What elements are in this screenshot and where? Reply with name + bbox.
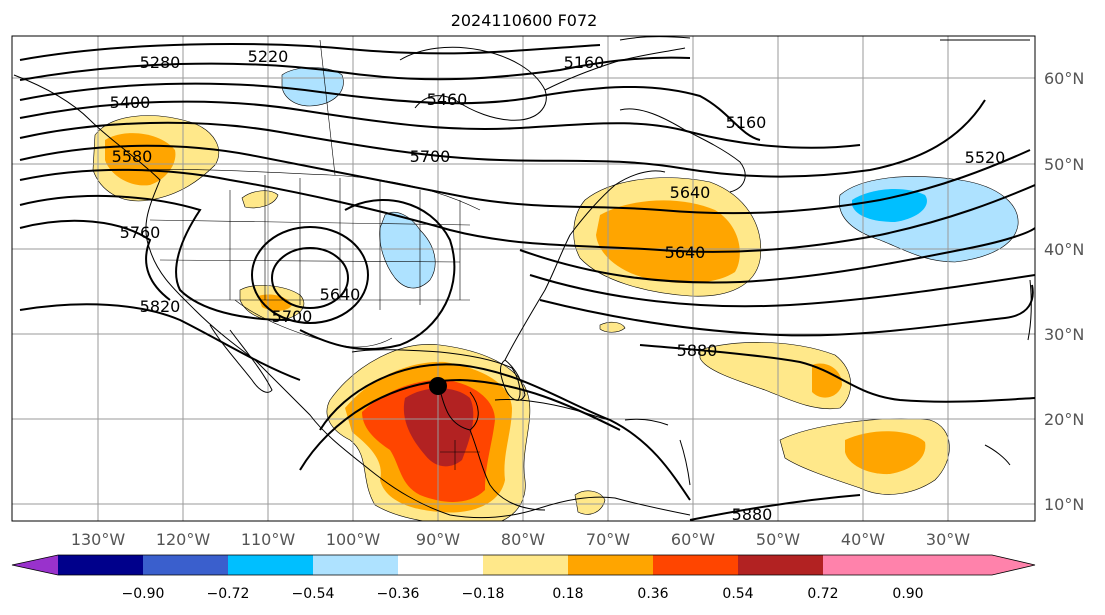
storm-center-marker bbox=[429, 377, 447, 395]
map-title: 2024110600 F072 bbox=[451, 11, 598, 30]
colorbar-extend-low bbox=[12, 555, 58, 575]
lat-tick-label: 30°N bbox=[1044, 325, 1084, 344]
lon-tick-label: 60°W bbox=[671, 530, 715, 549]
colorbar: −0.90 −0.72 −0.54 −0.36 −0.18 0.18 0.36 … bbox=[11, 554, 1036, 602]
map-frame bbox=[11, 35, 1036, 522]
lon-tick-label: 110°W bbox=[241, 530, 296, 549]
colorbar-bin bbox=[908, 555, 992, 575]
contour-label: 5580 bbox=[112, 147, 153, 166]
longitude-labels: 130°W 120°W 110°W 100°W 90°W 80°W 70°W 6… bbox=[71, 530, 970, 549]
latitude-labels: 60°N 50°N 40°N 30°N 20°N 10°N bbox=[1044, 69, 1084, 514]
colorbar-bin bbox=[58, 555, 143, 575]
lat-tick-label: 40°N bbox=[1044, 240, 1084, 259]
colorbar-bin bbox=[398, 555, 483, 575]
map-content bbox=[12, 36, 1035, 521]
contour-label: 5640 bbox=[665, 243, 706, 262]
contour-label: 5460 bbox=[427, 90, 468, 109]
colorbar-label: 0.72 bbox=[807, 586, 838, 602]
contour-label: 5880 bbox=[732, 505, 773, 524]
colorbar-bin bbox=[228, 555, 313, 575]
contour-labels: 5280 5220 5160 5400 5460 5160 5580 5700 … bbox=[110, 47, 1006, 524]
contour-label: 5400 bbox=[110, 93, 151, 112]
contour-label: 5700 bbox=[272, 307, 313, 326]
colorbar-bin bbox=[823, 555, 908, 575]
contour-label: 5220 bbox=[248, 47, 289, 66]
colorbar-extend-high bbox=[992, 555, 1035, 575]
lat-tick-label: 20°N bbox=[1044, 410, 1084, 429]
colorbar-label: −0.36 bbox=[377, 586, 420, 602]
lon-tick-label: 90°W bbox=[416, 530, 460, 549]
colorbar-label: 0.54 bbox=[722, 586, 753, 602]
lon-tick-label: 40°W bbox=[841, 530, 885, 549]
contour-label: 5700 bbox=[410, 147, 451, 166]
contour-label: 5280 bbox=[140, 53, 181, 72]
coastlines bbox=[13, 36, 1032, 519]
colorbar-label: 0.36 bbox=[637, 586, 668, 602]
contour-label: 5640 bbox=[320, 285, 361, 304]
colorbar-label: 0.18 bbox=[552, 586, 583, 602]
gridlines bbox=[12, 36, 1035, 521]
contour-label: 5880 bbox=[677, 341, 718, 360]
lon-tick-label: 70°W bbox=[586, 530, 630, 549]
lat-tick-label: 50°N bbox=[1044, 155, 1084, 174]
colorbar-label: −0.72 bbox=[207, 586, 250, 602]
colorbar-label: 0.90 bbox=[892, 586, 923, 602]
lon-tick-label: 130°W bbox=[71, 530, 126, 549]
colorbar-bin bbox=[568, 555, 653, 575]
lon-tick-label: 80°W bbox=[501, 530, 545, 549]
colorbar-label: −0.54 bbox=[292, 586, 335, 602]
colorbar-label: −0.18 bbox=[462, 586, 505, 602]
contour-label: 5820 bbox=[140, 297, 181, 316]
lon-tick-label: 30°W bbox=[926, 530, 970, 549]
colorbar-bin bbox=[143, 555, 228, 575]
contour-label: 5160 bbox=[726, 113, 767, 132]
height-contours bbox=[19, 43, 1035, 521]
colorbar-outline bbox=[11, 554, 1036, 576]
contour-label: 5760 bbox=[120, 223, 161, 242]
lon-tick-label: 50°W bbox=[756, 530, 800, 549]
lat-tick-label: 10°N bbox=[1044, 495, 1084, 514]
lon-tick-label: 120°W bbox=[156, 530, 211, 549]
contour-label: 5160 bbox=[564, 53, 605, 72]
colorbar-bin bbox=[483, 555, 568, 575]
colorbar-bin bbox=[738, 555, 823, 575]
shading-layer bbox=[92, 67, 1019, 521]
colorbar-bin bbox=[653, 555, 738, 575]
lat-tick-label: 60°N bbox=[1044, 69, 1084, 88]
contour-label: 5640 bbox=[670, 183, 711, 202]
contour-label: 5520 bbox=[965, 148, 1006, 167]
colorbar-bin bbox=[313, 555, 398, 575]
lon-tick-label: 100°W bbox=[326, 530, 381, 549]
colorbar-label: −0.90 bbox=[122, 586, 165, 602]
